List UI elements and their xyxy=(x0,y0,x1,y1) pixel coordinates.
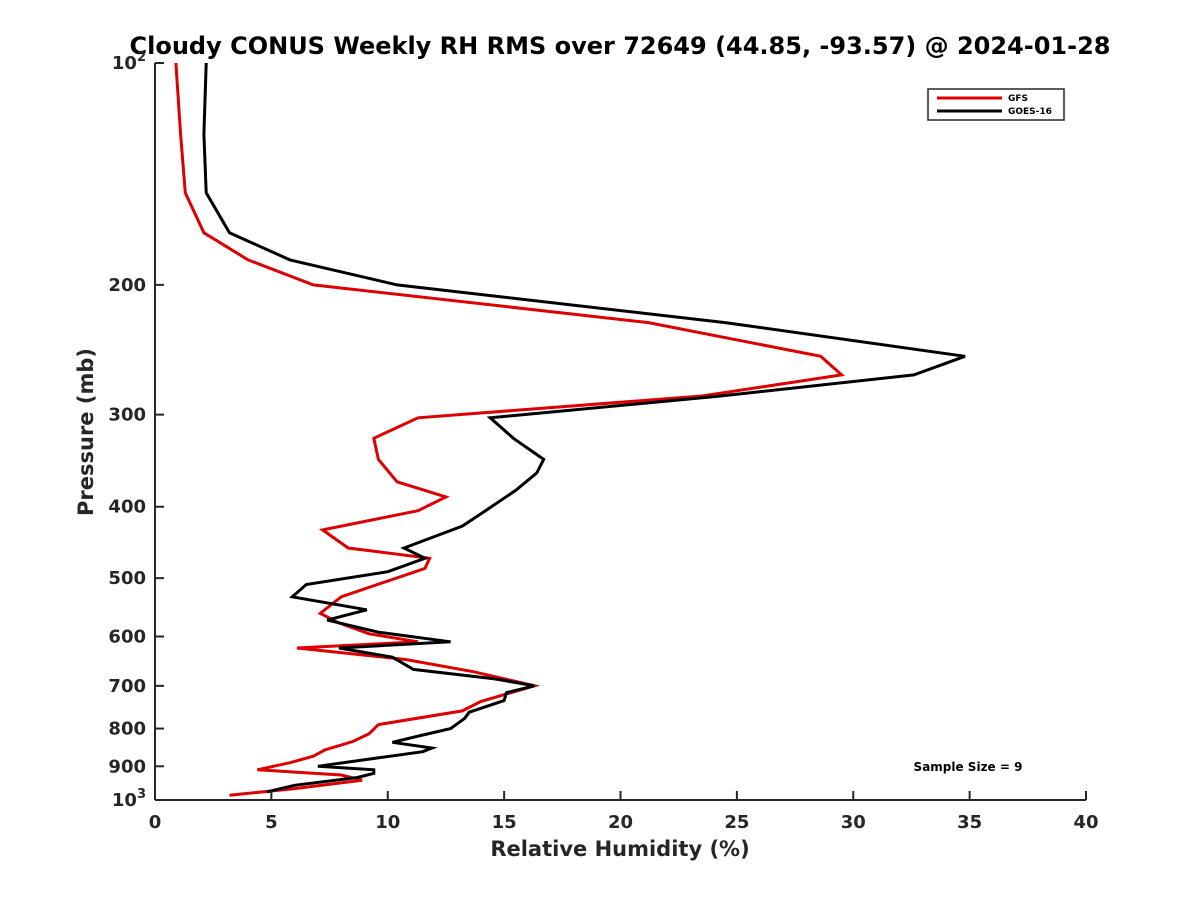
plot-lines xyxy=(174,62,966,797)
x-tick-label: 35 xyxy=(957,812,982,833)
y-axis-label: Pressure (mb) xyxy=(74,348,98,516)
x-tick-label: 0 xyxy=(149,812,162,833)
y-ticks: 102 200 300 400 500 600 700 800 900 103 xyxy=(108,50,164,811)
x-tick-label: 25 xyxy=(724,812,749,833)
sample-size-annotation: Sample Size = 9 xyxy=(914,760,1023,774)
x-tick-label: 5 xyxy=(265,812,278,833)
legend-box xyxy=(927,88,1065,121)
y-tick-label: 103 xyxy=(112,787,146,811)
y-tick-label: 102 xyxy=(112,50,146,74)
y-tick-label: 300 xyxy=(108,405,146,426)
legend: GFS GOES-16 xyxy=(927,88,1065,121)
series-line-gfs xyxy=(174,62,845,797)
legend-label-goes16: GOES-16 xyxy=(1008,107,1052,117)
x-tick-label: 30 xyxy=(841,812,866,833)
series-line-goes16 xyxy=(202,62,966,794)
y-tick-label: 800 xyxy=(108,719,146,740)
x-axis-label: Relative Humidity (%) xyxy=(490,837,749,861)
x-tick-label: 15 xyxy=(492,812,517,833)
y-tick-label: 400 xyxy=(108,497,146,518)
y-tick-label: 700 xyxy=(108,676,146,697)
x-tick-label: 40 xyxy=(1073,812,1098,833)
x-tick-label: 10 xyxy=(375,812,400,833)
y-tick-label: 900 xyxy=(108,756,146,777)
x-ticks: 0 5 10 15 20 25 30 35 40 xyxy=(149,791,1099,833)
chart-title: Cloudy CONUS Weekly RH RMS over 72649 (4… xyxy=(130,32,1111,60)
y-tick-label: 500 xyxy=(108,568,146,589)
y-tick-label: 600 xyxy=(108,626,146,647)
x-tick-label: 20 xyxy=(608,812,633,833)
y-tick-label: 200 xyxy=(108,275,146,296)
legend-label-gfs: GFS xyxy=(1008,94,1028,104)
